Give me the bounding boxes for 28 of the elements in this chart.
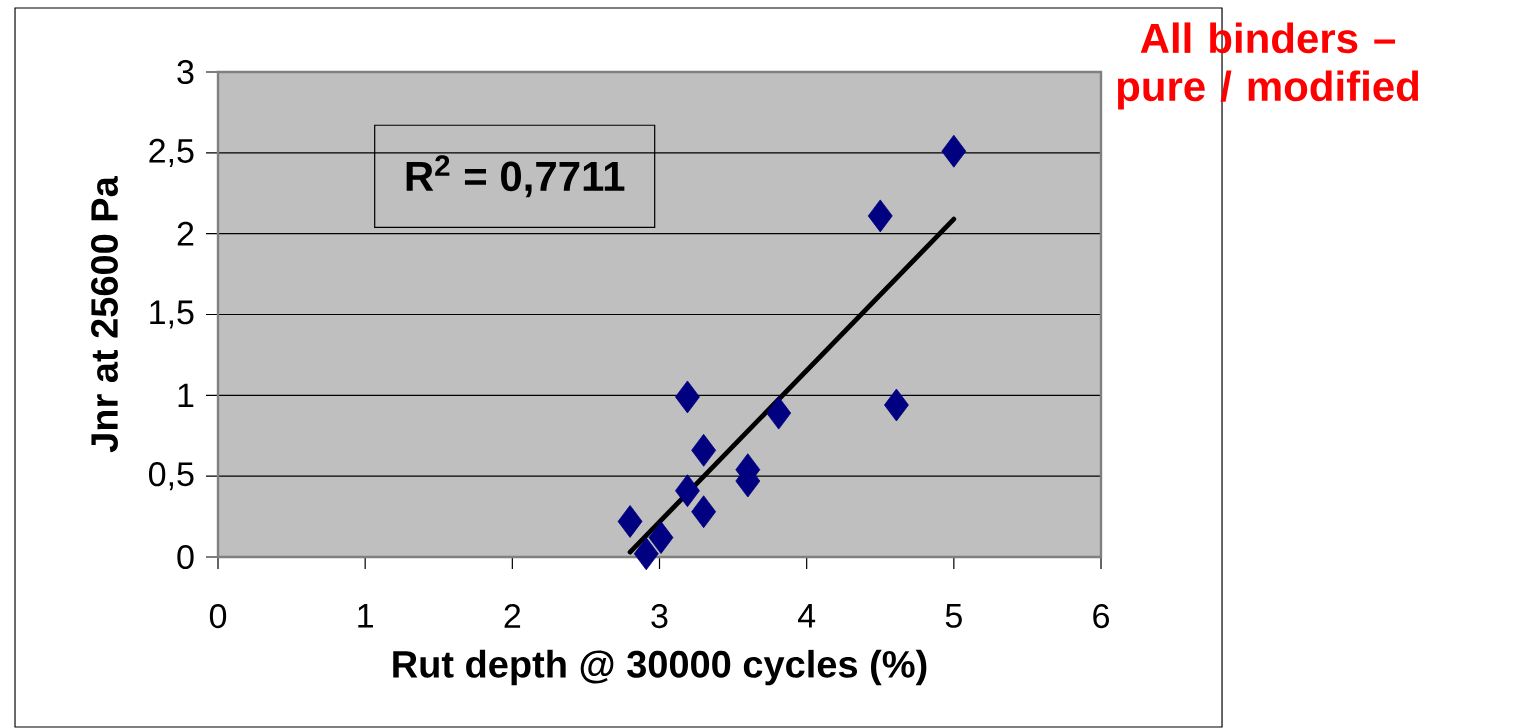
point <box>766 396 792 430</box>
y-tick-label: 1 <box>178 383 194 408</box>
y-tick-label: 0,5 <box>148 462 194 491</box>
x-tick-label: 1 <box>358 604 373 628</box>
point <box>675 474 700 508</box>
y-axis-title: Jnr at 25600 Pa <box>91 175 118 453</box>
y-tick-label: 1,5 <box>150 300 194 329</box>
x-tick-label: 6 <box>1093 604 1109 629</box>
x-tick-label: 0 <box>209 604 227 629</box>
point <box>633 537 659 571</box>
x-tick-label: 2 <box>504 604 521 628</box>
text: R$^{2}$ = 0,7711 <box>406 155 625 198</box>
point <box>691 433 717 467</box>
y-tick-label: 2 <box>177 221 194 246</box>
y-tick-label: 2,5 <box>149 138 194 167</box>
x-tick-label: 3 <box>651 604 668 629</box>
point <box>691 495 717 529</box>
point <box>884 388 909 422</box>
x-axis-title: Rut depth @ 30000 cycles (%) <box>393 649 927 686</box>
point <box>941 134 967 168</box>
y-tick-label: 0 <box>177 544 194 570</box>
point <box>675 380 700 414</box>
y-tick-label: 3 <box>177 59 194 85</box>
point <box>867 199 893 233</box>
x-tick-label: 5 <box>945 604 962 628</box>
x-tick-label: 4 <box>798 604 816 628</box>
point <box>617 505 643 538</box>
point <box>648 521 674 554</box>
